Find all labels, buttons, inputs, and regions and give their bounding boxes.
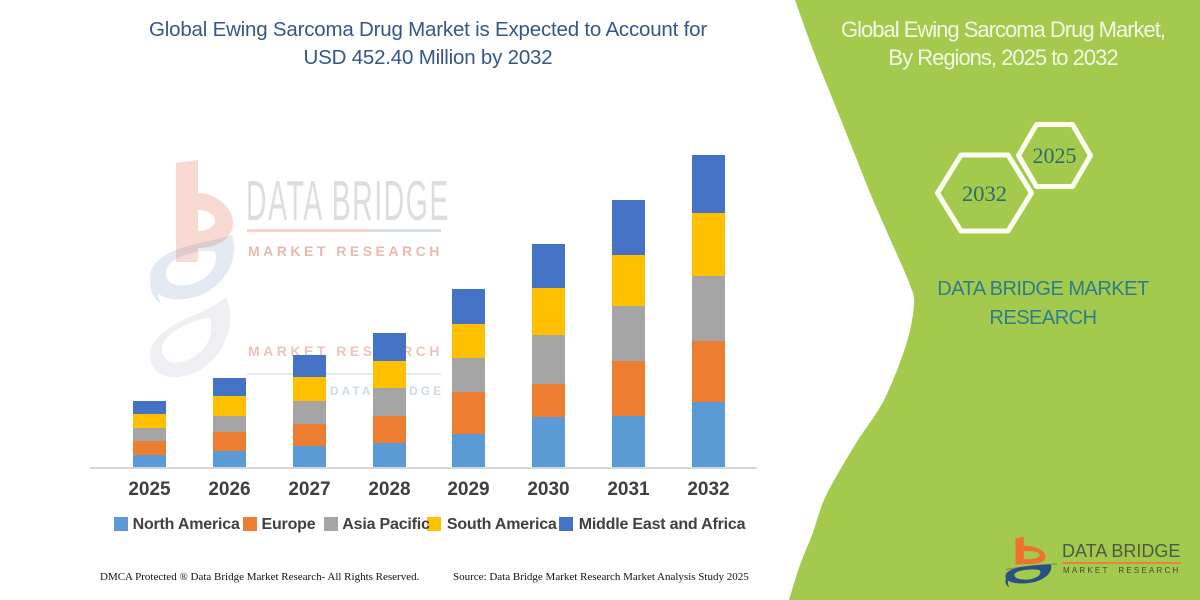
svg-text:2025: 2025	[1033, 143, 1077, 168]
svg-text:2032: 2032	[962, 181, 1007, 206]
